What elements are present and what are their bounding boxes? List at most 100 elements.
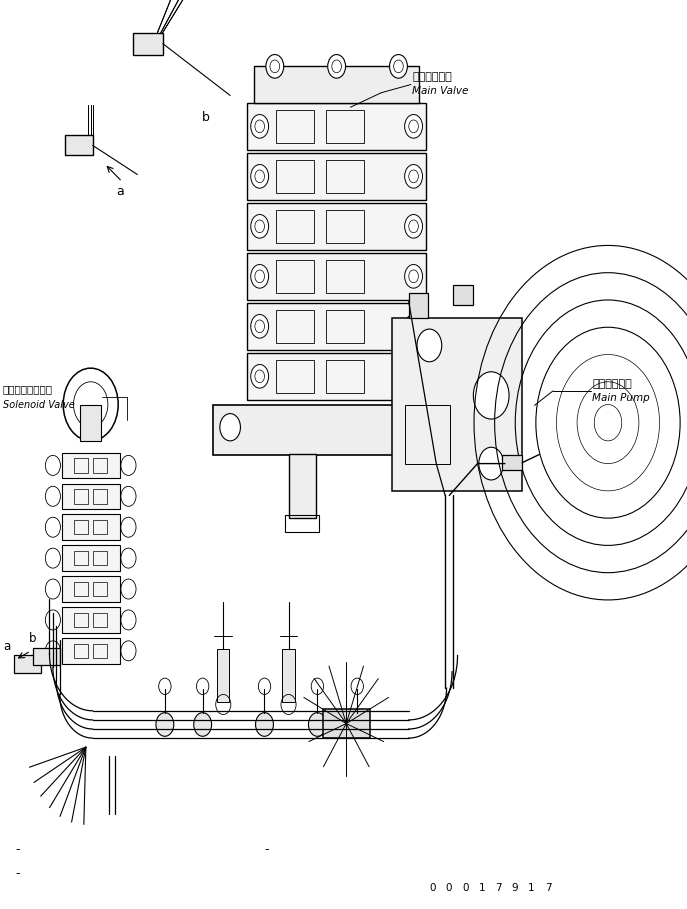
Text: 0: 0 xyxy=(462,883,469,893)
Text: -: - xyxy=(15,843,20,855)
Bar xyxy=(133,33,163,55)
Bar xyxy=(65,135,93,155)
Circle shape xyxy=(121,579,136,599)
Bar xyxy=(62,576,120,602)
Bar xyxy=(74,551,88,565)
Bar xyxy=(93,644,107,658)
Bar xyxy=(74,520,88,534)
Text: 1: 1 xyxy=(528,883,535,893)
Text: a: a xyxy=(3,640,11,653)
Text: b: b xyxy=(29,633,36,645)
Bar xyxy=(74,613,88,627)
Circle shape xyxy=(405,165,423,188)
Circle shape xyxy=(405,215,423,238)
Circle shape xyxy=(473,372,509,419)
Bar xyxy=(405,405,450,464)
Bar xyxy=(93,551,107,565)
Circle shape xyxy=(251,315,269,338)
Bar xyxy=(80,405,101,441)
Bar xyxy=(326,360,364,393)
Bar xyxy=(14,655,41,673)
Bar xyxy=(93,582,107,596)
Circle shape xyxy=(45,579,60,599)
Circle shape xyxy=(45,517,60,537)
Bar xyxy=(93,458,107,473)
Circle shape xyxy=(328,55,346,78)
Bar xyxy=(254,66,419,103)
Bar xyxy=(282,649,295,702)
Bar xyxy=(326,210,364,243)
Circle shape xyxy=(194,713,212,736)
Text: Main Pump: Main Pump xyxy=(592,393,650,404)
Circle shape xyxy=(45,486,60,506)
Circle shape xyxy=(405,115,423,138)
Bar xyxy=(74,582,88,596)
Circle shape xyxy=(121,486,136,506)
Bar xyxy=(74,644,88,658)
Bar xyxy=(247,103,426,150)
Bar xyxy=(247,153,426,200)
Circle shape xyxy=(45,548,60,568)
Circle shape xyxy=(251,215,269,238)
Bar xyxy=(289,454,316,518)
Bar xyxy=(409,293,428,318)
Bar xyxy=(247,203,426,250)
Text: 0: 0 xyxy=(429,883,436,893)
Bar xyxy=(62,453,120,478)
Circle shape xyxy=(121,517,136,537)
Circle shape xyxy=(251,115,269,138)
Text: メインポンプ: メインポンプ xyxy=(592,378,632,389)
Text: b: b xyxy=(202,111,210,124)
Bar xyxy=(247,303,426,350)
Text: 7: 7 xyxy=(545,883,552,893)
Text: a: a xyxy=(116,185,124,198)
Bar xyxy=(33,648,60,665)
Bar xyxy=(285,515,319,532)
Bar xyxy=(62,545,120,571)
Bar xyxy=(392,318,522,491)
Bar xyxy=(93,520,107,534)
Bar xyxy=(93,613,107,627)
Bar xyxy=(326,110,364,143)
Circle shape xyxy=(220,414,240,441)
Circle shape xyxy=(256,713,273,736)
Circle shape xyxy=(433,414,453,441)
Circle shape xyxy=(121,455,136,475)
Bar xyxy=(326,160,364,193)
Bar xyxy=(453,285,473,305)
Circle shape xyxy=(63,368,118,441)
Circle shape xyxy=(251,365,269,388)
Circle shape xyxy=(479,447,504,480)
Bar xyxy=(213,405,460,454)
Text: 7: 7 xyxy=(495,883,502,893)
Circle shape xyxy=(121,641,136,661)
Circle shape xyxy=(266,55,284,78)
Circle shape xyxy=(156,713,174,736)
Bar xyxy=(62,514,120,540)
Bar xyxy=(276,310,314,343)
Bar xyxy=(62,607,120,633)
Text: Solenoid Valve: Solenoid Valve xyxy=(3,399,74,410)
Text: メインバルブ: メインバルブ xyxy=(412,72,452,83)
Bar xyxy=(276,210,314,243)
Bar xyxy=(74,458,88,473)
Circle shape xyxy=(405,365,423,388)
Bar xyxy=(326,260,364,293)
Circle shape xyxy=(417,329,442,362)
Bar xyxy=(217,649,229,702)
Circle shape xyxy=(405,265,423,288)
Text: 1: 1 xyxy=(479,883,486,893)
Circle shape xyxy=(121,610,136,630)
Bar xyxy=(326,310,364,343)
Text: -: - xyxy=(264,843,269,855)
Bar xyxy=(323,709,370,738)
Circle shape xyxy=(348,713,366,736)
Bar xyxy=(93,489,107,504)
Bar xyxy=(62,484,120,509)
Circle shape xyxy=(405,315,423,338)
Circle shape xyxy=(45,455,60,475)
Circle shape xyxy=(390,55,407,78)
Bar xyxy=(247,353,426,400)
Text: ソレノイドバルブ: ソレノイドバルブ xyxy=(3,384,53,395)
Bar xyxy=(276,110,314,143)
